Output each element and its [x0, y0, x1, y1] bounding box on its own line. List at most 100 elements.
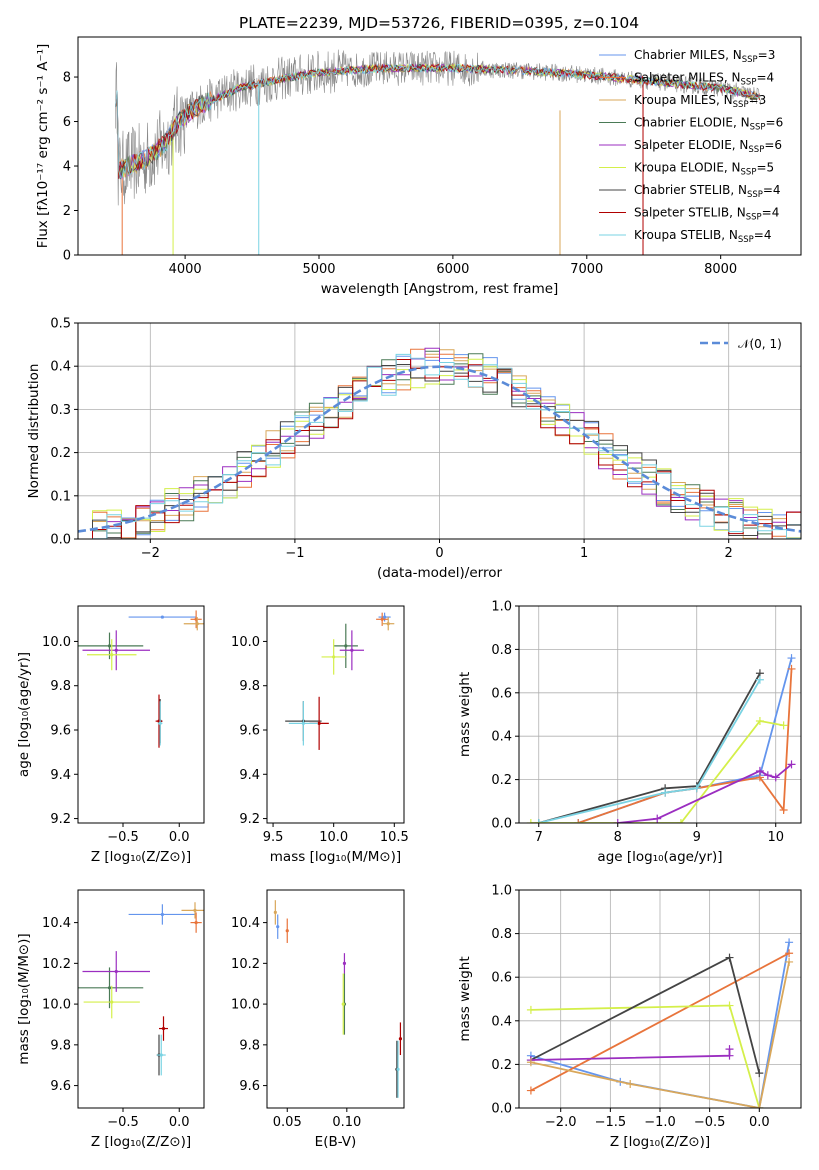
y-tick-label: 9.6 [239, 724, 260, 739]
weight-marker [676, 819, 685, 823]
weight-marker [526, 1005, 535, 1014]
weight-line [530, 952, 790, 1092]
y-axis-label: Normed distribution [26, 364, 42, 499]
weight-marker [785, 938, 794, 947]
x-tick-label: 6000 [436, 262, 469, 277]
data-point [110, 1000, 114, 1004]
y-tick-label: 10.0 [42, 635, 71, 650]
y-tick-label: 10.4 [42, 916, 71, 931]
y-axis-label: mass weight [457, 672, 473, 757]
y-tick-label: 6 [63, 115, 71, 130]
panel-residuals: −2 −1 0 1 2 0.0 0.1 0.2 0.3 0.4 0.5 (data-model)/er… [26, 317, 802, 581]
x-tick-label: −0.5 [107, 830, 139, 845]
x-tick-label: 0.10 [332, 1115, 361, 1130]
weight-marker [653, 814, 662, 823]
y-tick-label: 0.0 [491, 1102, 512, 1117]
data-point [396, 1067, 400, 1071]
weight-marker [755, 717, 764, 726]
panel-age-vs-mass: 9.5 10.0 10.5 9.2 9.4 9.6 9.8 10.0 mass [log₁₀(M… [231, 605, 409, 865]
x-tick-label: 0.0 [169, 830, 190, 845]
legend-entry: Salpeter STELIB, NSSP=4 [634, 206, 779, 223]
weight-marker [613, 819, 622, 823]
y-tick-label: 0.0 [491, 817, 512, 832]
legend-entry: Kroupa STELIB, NSSP=4 [634, 228, 772, 245]
weight-marker [534, 819, 543, 823]
weight-line [617, 763, 793, 823]
weight-marker [526, 819, 535, 823]
weight-marker [755, 1104, 764, 1108]
data-point [107, 986, 112, 990]
weight-marker [725, 953, 734, 962]
model-line [115, 64, 760, 178]
x-tick-label: 0.0 [749, 1115, 770, 1130]
panel-weight-vs-Z: −2.0 −1.5 −1.0 −0.5 0.0 0.0 0.2 0.4 0.6 0.8 1.0 Z [… [457, 884, 802, 1150]
x-tick-label: 9.5 [263, 830, 284, 845]
x-tick-label: 0.0 [169, 1115, 190, 1130]
x-axis-label: age [log₁₀(age/yr)] [597, 849, 722, 865]
x-tick-label: 1 [580, 546, 588, 561]
y-tick-label: 9.8 [50, 1038, 71, 1053]
y-tick-label: 9.2 [239, 812, 260, 827]
data-point [301, 721, 305, 725]
y-tick-label: 1.0 [491, 600, 512, 615]
x-tick-label: 5000 [302, 262, 335, 277]
legend-entry: Chabrier MILES, NSSP=3 [634, 48, 775, 65]
x-tick-label: 0 [435, 546, 443, 561]
weight-marker [787, 760, 796, 769]
y-tick-label: 0.5 [50, 317, 71, 332]
y-tick-label: 10.2 [231, 957, 260, 972]
weight-marker [725, 1001, 734, 1010]
y-tick-label: 0.4 [491, 730, 512, 745]
y-tick-label: 9.8 [50, 679, 71, 694]
data-point [341, 1002, 345, 1006]
x-axis-label: Z [log₁₀(Z/Z⊙)] [610, 1134, 710, 1150]
data-point [317, 721, 321, 725]
data-point [160, 615, 164, 619]
data-point [195, 622, 199, 626]
weight-marker [779, 805, 788, 814]
legend-entry: Chabrier ELODIE, NSSP=6 [634, 116, 783, 133]
panel-mass-vs-ebv: 0.05 0.10 9.6 9.8 10.0 10.2 10.4 E(B-V) [231, 889, 405, 1150]
y-tick-label: 0 [63, 249, 71, 264]
x-tick-label: 7 [535, 830, 543, 845]
weight-marker [771, 773, 780, 782]
axes-frame [77, 605, 205, 824]
plot-area [78, 902, 204, 1076]
data-point [273, 910, 277, 915]
figure-title: PLATE=2239, MJD=53726, FIBERID=0395, z=0… [239, 14, 639, 32]
y-tick-label: 9.6 [50, 724, 71, 739]
y-tick-label: 2 [63, 204, 71, 219]
axes-frame [266, 889, 405, 1109]
x-tick-label: 10.5 [380, 830, 409, 845]
plot-area [285, 612, 395, 750]
data-point [285, 929, 289, 933]
weight-marker [785, 957, 794, 966]
axes-frame [518, 889, 802, 1109]
weight-marker [526, 1058, 535, 1067]
residual-histogram [78, 353, 801, 539]
y-axis-label: Flux [fλ10⁻¹⁷ erg cm⁻² s⁻¹ A⁻¹] [35, 44, 51, 249]
data-point [386, 622, 390, 626]
plot-area [273, 900, 403, 1098]
y-tick-label: 9.6 [239, 1079, 260, 1094]
y-tick-label: 1.0 [491, 884, 512, 899]
x-tick-label: 9 [693, 830, 701, 845]
y-axis-label: mass weight [457, 956, 473, 1041]
data-point [344, 644, 348, 648]
data-point [160, 912, 164, 917]
axes-frame [77, 322, 802, 540]
y-tick-label: 0.3 [50, 403, 71, 418]
weight-marker [779, 721, 788, 730]
y-tick-label: 8 [63, 71, 71, 86]
weight-line [577, 668, 793, 823]
legend-entry: 𝒩(0, 1) [738, 337, 782, 351]
y-tick-label: 10.0 [231, 998, 260, 1013]
data-point [276, 925, 280, 929]
data-point [383, 615, 387, 619]
x-tick-label: −2 [141, 546, 160, 561]
weight-marker [725, 1045, 734, 1054]
weight-marker [787, 664, 796, 673]
y-tick-label: 10.2 [42, 957, 71, 972]
data-point [194, 920, 198, 925]
